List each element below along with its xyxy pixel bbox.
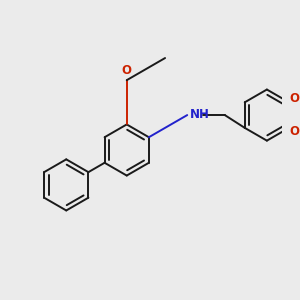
- Text: O: O: [289, 125, 299, 138]
- Text: NH: NH: [189, 108, 209, 121]
- Text: O: O: [289, 92, 299, 105]
- Text: O: O: [122, 64, 132, 76]
